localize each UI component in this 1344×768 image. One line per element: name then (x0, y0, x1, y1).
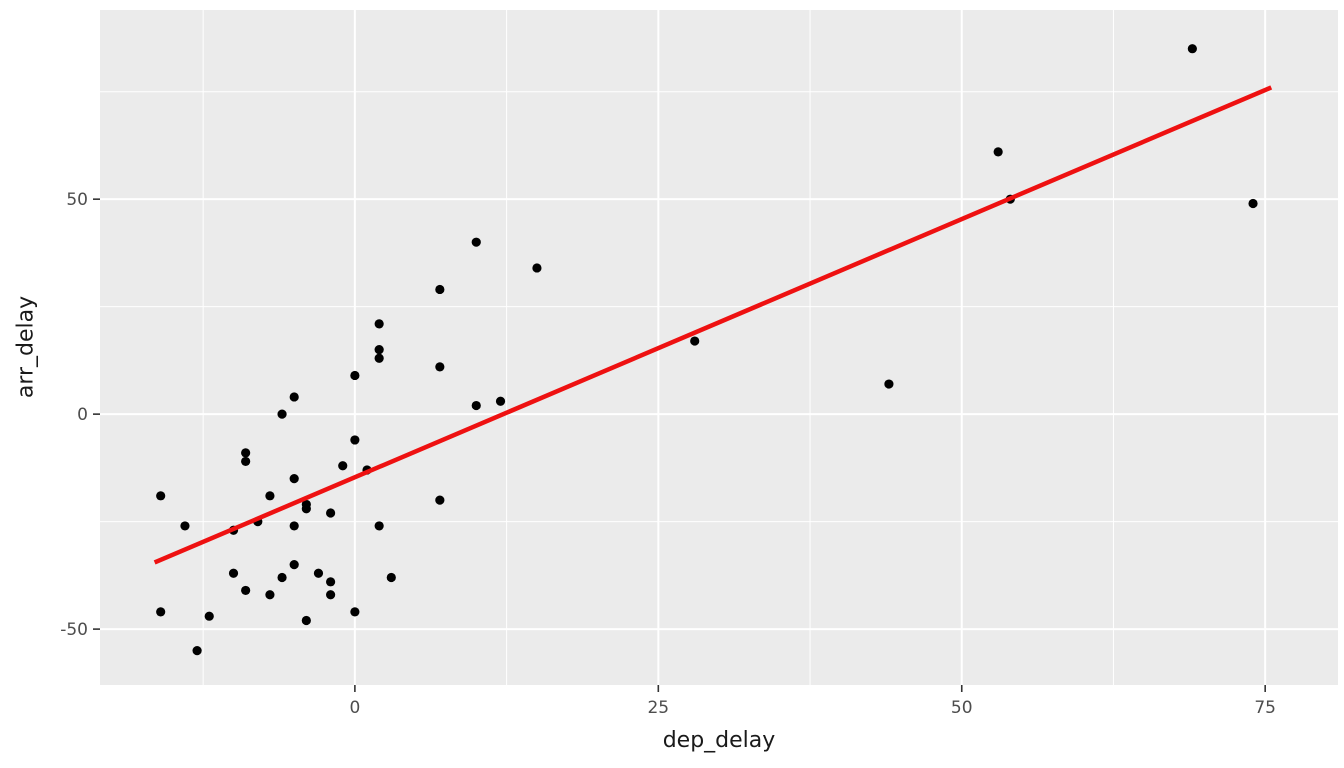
y-tick-label: -50 (60, 620, 88, 640)
x-axis-title: dep_delay (662, 728, 776, 753)
data-point (374, 319, 384, 329)
data-point (435, 362, 445, 372)
data-point (350, 607, 360, 617)
data-point (313, 568, 324, 578)
data-point (326, 577, 336, 587)
data-point (374, 353, 384, 363)
data-point (277, 572, 287, 583)
data-point (156, 491, 166, 501)
data-point (180, 521, 190, 531)
data-point (289, 521, 299, 531)
y-tick-label: 50 (66, 190, 88, 210)
x-tick-label: 25 (647, 698, 669, 718)
x-tick-label: 0 (349, 698, 360, 718)
panel-background (100, 10, 1338, 685)
data-point (265, 491, 275, 501)
data-point (228, 568, 239, 578)
data-point (435, 495, 445, 505)
y-axis-title: arr_delay (13, 295, 39, 399)
data-point (204, 611, 214, 621)
data-point (374, 521, 384, 531)
data-point (495, 396, 506, 406)
data-point (338, 461, 348, 471)
data-point (241, 448, 251, 458)
data-point (301, 615, 311, 626)
data-point (993, 147, 1003, 157)
data-point (241, 456, 251, 467)
data-point (386, 572, 396, 583)
data-point (241, 585, 251, 596)
data-point (1248, 198, 1258, 209)
data-point (435, 284, 445, 295)
data-point (192, 646, 202, 656)
data-point (156, 607, 166, 617)
data-point (1187, 44, 1197, 54)
data-point (289, 560, 299, 570)
data-point (326, 590, 336, 600)
x-tick-label: 75 (1254, 698, 1276, 718)
data-point (350, 435, 360, 445)
data-point (690, 336, 700, 346)
data-point (326, 508, 336, 518)
data-point (374, 345, 384, 355)
data-point (265, 590, 275, 600)
data-point (532, 263, 542, 273)
data-point (277, 409, 287, 419)
data-point (289, 474, 299, 484)
data-point (471, 237, 481, 247)
regression-line (153, 85, 1273, 565)
data-point (471, 400, 481, 411)
x-tick-label: 50 (951, 698, 973, 718)
data-point (350, 370, 360, 381)
data-point (289, 392, 299, 402)
data-point (301, 504, 311, 514)
data-point (884, 379, 894, 389)
y-tick-label: 0 (77, 405, 88, 425)
